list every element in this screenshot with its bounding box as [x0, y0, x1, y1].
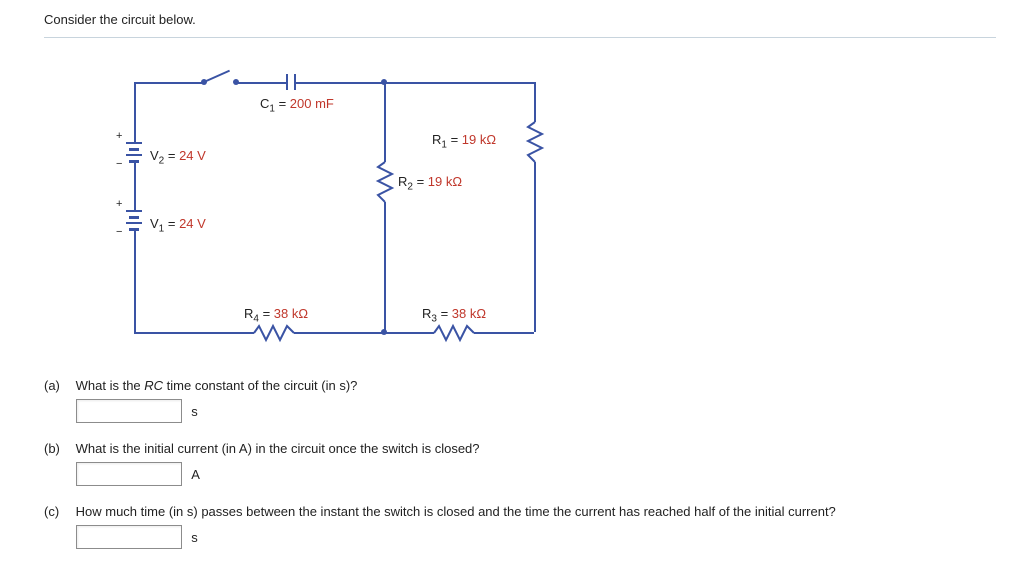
- question-b-text: What is the initial current (in A) in th…: [76, 441, 480, 456]
- circuit-diagram: C1 = 200 mF + − + − V2 = 24 V V1 = 24 V …: [104, 42, 584, 362]
- divider: [44, 37, 996, 38]
- resistor-r2-icon: [378, 162, 392, 202]
- prompt-text: Consider the circuit below.: [44, 12, 996, 27]
- label-v2: V2 = 24 V: [150, 148, 206, 167]
- label-v1: V1 = 24 V: [150, 216, 206, 235]
- resistor-r4-icon: [254, 326, 294, 340]
- question-c: (c) How much time (in s) passes between …: [44, 504, 996, 549]
- question-a-label: (a): [44, 378, 72, 393]
- question-b: (b) What is the initial current (in A) i…: [44, 441, 996, 486]
- answer-b-unit: A: [191, 467, 200, 482]
- answer-a-input[interactable]: [76, 399, 182, 423]
- answer-a-unit: s: [191, 404, 198, 419]
- resistor-r1-icon: [528, 122, 542, 162]
- answer-b-input[interactable]: [76, 462, 182, 486]
- question-c-text: How much time (in s) passes between the …: [76, 504, 836, 519]
- answer-c-unit: s: [191, 530, 198, 545]
- label-r2: R2 = 19 kΩ: [398, 174, 462, 193]
- label-c1: C1 = 200 mF: [260, 96, 334, 115]
- label-r1: R1 = 19 kΩ: [432, 132, 496, 151]
- question-b-label: (b): [44, 441, 72, 456]
- label-r3: R3 = 38 kΩ: [422, 306, 486, 325]
- label-r4: R4 = 38 kΩ: [244, 306, 308, 325]
- resistor-r3-icon: [434, 326, 474, 340]
- question-a-text: What is the RC time constant of the circ…: [76, 378, 358, 393]
- question-c-label: (c): [44, 504, 72, 519]
- question-a: (a) What is the RC time constant of the …: [44, 378, 996, 423]
- answer-c-input[interactable]: [76, 525, 182, 549]
